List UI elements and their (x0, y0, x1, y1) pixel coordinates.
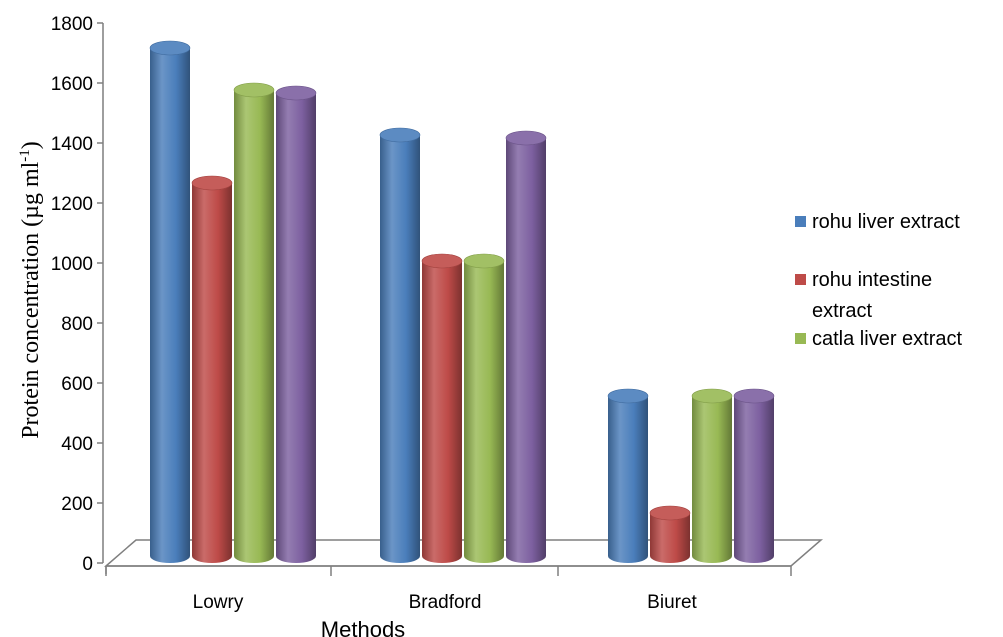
bar (191, 175, 233, 563)
y-axis-title: Protein concentration (µg ml-1) (17, 141, 44, 439)
bar (379, 127, 421, 563)
legend-swatch (795, 333, 806, 344)
legend-swatch (795, 216, 806, 227)
y-tick-label: 1800 (51, 14, 93, 35)
legend-label: rohu intestine extract (812, 269, 932, 322)
y-tick-label: 400 (61, 434, 93, 455)
bar (733, 388, 775, 563)
x-category-label: Biuret (647, 592, 697, 613)
y-tick-label: 1200 (51, 194, 93, 215)
bar (233, 82, 275, 563)
x-axis-title: Methods (321, 617, 405, 637)
y-tick-label: 1400 (51, 134, 93, 155)
x-category-label: Bradford (409, 592, 482, 613)
y-tick-label: 800 (61, 314, 93, 335)
bar (275, 85, 317, 563)
y-tick-label: 200 (61, 494, 93, 515)
bar (649, 505, 691, 563)
x-category-label: Lowry (193, 592, 244, 613)
y-tick-label: 600 (61, 374, 93, 395)
bar (607, 388, 649, 563)
bar (421, 253, 463, 563)
legend-swatch (795, 274, 806, 285)
bar (505, 130, 547, 563)
bar (149, 40, 191, 563)
y-tick-label: 1600 (51, 74, 93, 95)
bar (463, 253, 505, 563)
y-tick-label: 1000 (51, 254, 93, 275)
bar (691, 388, 733, 563)
legend-label: rohu liver extract (812, 211, 960, 233)
y-tick-label: 0 (82, 554, 93, 575)
legend-label: catla liver extract (812, 328, 962, 350)
